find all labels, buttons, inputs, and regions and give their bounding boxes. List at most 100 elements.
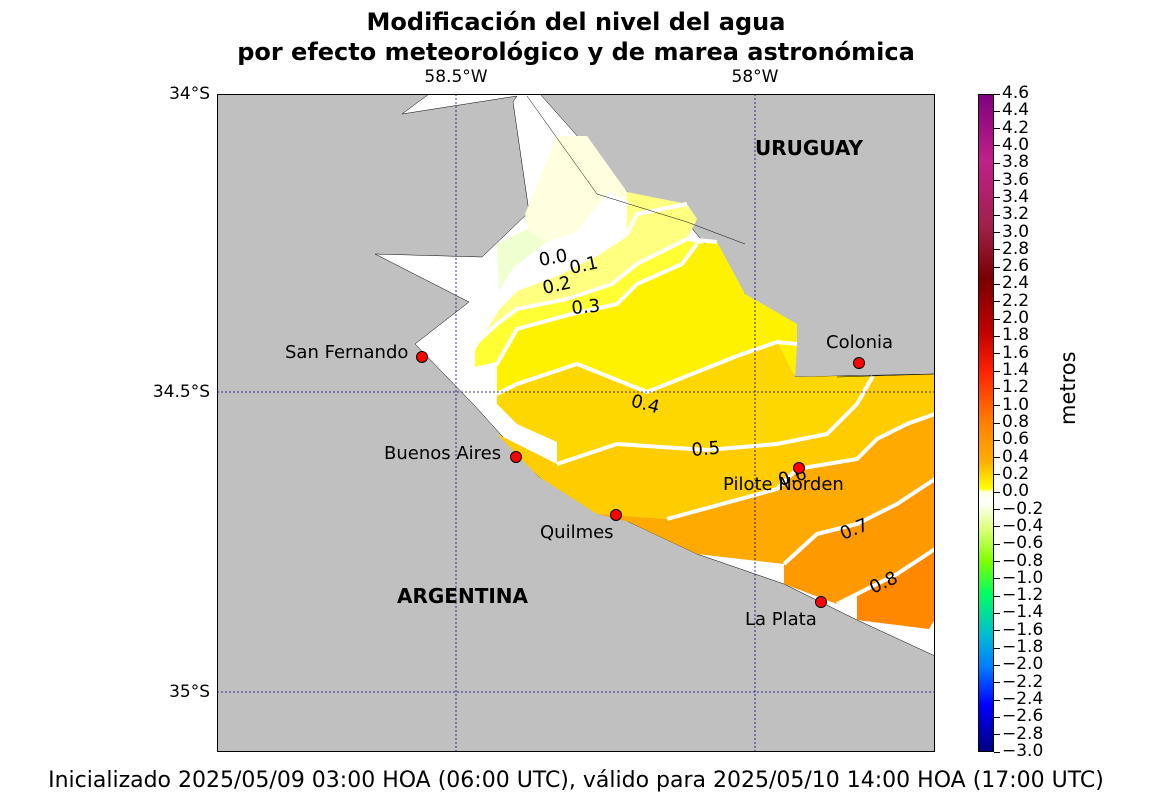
colorbar-tick [994,526,1000,528]
colorbar-tick [994,561,1000,563]
colorbar-tick-label: 1.6 [1002,342,1030,363]
colorbar-tick-label: −2.2 [1002,671,1044,692]
contour-line-0-6 [666,412,935,521]
colorbar-tick-label: 2.6 [1002,256,1030,277]
colorbar-tick [994,162,1000,164]
station-label-pilote-norden: Pilote Norden [723,474,844,495]
station-marker-pilote-norden[interactable] [793,462,805,474]
colorbar-tick [994,595,1000,597]
latitude-label-34-5s: 34.5°S [152,382,210,402]
colorbar-tick-label: −1.0 [1002,567,1044,588]
station-label-colonia: Colonia [826,332,893,353]
colorbar-tick [994,682,1000,684]
station-marker-la-plata[interactable] [815,596,827,608]
station-marker-san-fernando[interactable] [416,351,428,363]
uruguay-coast-line [526,95,746,245]
colorbar-tick-label: 0.2 [1002,463,1030,484]
colorbar [978,94,994,752]
band-0-9 [857,549,935,629]
longitude-label-58w: 58°W [731,67,779,87]
band-0-6 [497,374,935,519]
colorbar-tick [994,249,1000,251]
band-0-0 [525,136,629,244]
colorbar-tick [994,474,1000,476]
band-0-2 [472,192,697,352]
colorbar-tick-label: 3.0 [1002,221,1030,242]
colorbar-tick-label: −1.8 [1002,637,1044,658]
colorbar-tick-label: 3.6 [1002,169,1030,190]
colorbar-tick-label: 3.2 [1002,204,1030,225]
colorbar-tick [994,180,1000,182]
colorbar-tick [994,716,1000,718]
station-label-buenos-aires: Buenos Aires [384,443,501,464]
colorbar-tick [994,630,1000,632]
colorbar-tick-label: −3.0 [1002,741,1044,761]
band-0-7 [597,414,935,564]
contour-line-0-8 [836,547,935,606]
colorbar-tick-label: 2.8 [1002,238,1030,259]
colorbar-gradient [979,95,993,751]
colorbar-tick-label: 2.4 [1002,273,1030,294]
colorbar-tick-label: −0.6 [1002,533,1044,554]
colorbar-tick-label: −2.4 [1002,689,1044,710]
colorbar-tick-label: −2.6 [1002,706,1044,727]
colorbar-tick [994,439,1000,441]
country-label-uruguay: URUGUAY [755,136,863,160]
colorbar-tick [994,353,1000,355]
station-label-la-plata: La Plata [745,609,817,630]
contour-line-0-7 [782,477,935,566]
colorbar-unit-label: metros [1056,351,1080,425]
colorbar-tick-label: 3.4 [1002,186,1030,207]
station-marker-quilmes[interactable] [610,509,622,521]
colorbar-tick [994,664,1000,666]
colorbar-tick [994,283,1000,285]
colorbar-tick [994,387,1000,389]
station-label-san-fernando: San Fernando [285,342,408,363]
colorbar-tick [994,214,1000,216]
colorbar-tick-label: −0.8 [1002,550,1044,571]
colorbar-tick [994,422,1000,424]
band-0-4 [497,242,797,394]
colorbar-tick-label: 4.4 [1002,100,1030,121]
colorbar-tick-label: 0.4 [1002,446,1030,467]
colorbar-tick [994,232,1000,234]
colorbar-tick-label: 0.8 [1002,412,1030,432]
colorbar-tick-label: 2.0 [1002,308,1030,329]
colorbar-tick-label: −0.2 [1002,498,1044,519]
colorbar-tick [994,734,1000,736]
colorbar-tick-label: 4.0 [1002,134,1030,155]
colorbar-tick [994,93,1000,95]
band-0-5 [497,342,873,464]
colorbar-tick-label: 4.2 [1002,117,1030,138]
colorbar-tick-label: −1.6 [1002,619,1044,640]
station-marker-buenos-aires[interactable] [510,451,522,463]
graticule [217,94,935,752]
colorbar-tick [994,457,1000,459]
colorbar-tick-label: 1.0 [1002,394,1030,415]
longitude-label-58-5w: 58.5°W [424,67,488,87]
contour-label-0-5: 0.5 [691,438,721,461]
station-label-quilmes: Quilmes [540,522,614,543]
country-label-argentina: ARGENTINA [397,584,529,608]
contour-line-0-2 [473,236,718,346]
colorbar-tick [994,145,1000,147]
colorbar-tick [994,699,1000,701]
colorbar-tick [994,318,1000,320]
colorbar-tick [994,197,1000,199]
contour-lines [470,191,935,606]
colorbar-tick [994,110,1000,112]
contour-line-0-5 [556,375,875,466]
colorbar-tick-label: 0.6 [1002,429,1030,450]
colorbar-tick-label: 1.4 [1002,360,1030,381]
colorbar-tick [994,578,1000,580]
colorbar-tick [994,612,1000,614]
colorbar-tick-label: 2.2 [1002,290,1030,311]
contour-line-0-1 [470,202,688,354]
map-title-line-1: Modificación del nivel del agua [366,8,786,36]
water-level-map: 0.0 0.1 0.2 0.3 0.4 0.5 0.6 0.7 0.8 URUG… [217,94,935,752]
colorbar-tick-label: 1.8 [1002,325,1030,346]
contour-label-0-0: 0.0 [537,245,569,271]
colorbar-tick-label: 0.0 [1002,481,1030,502]
station-marker-colonia[interactable] [853,357,865,369]
colorbar-tick [994,491,1000,493]
